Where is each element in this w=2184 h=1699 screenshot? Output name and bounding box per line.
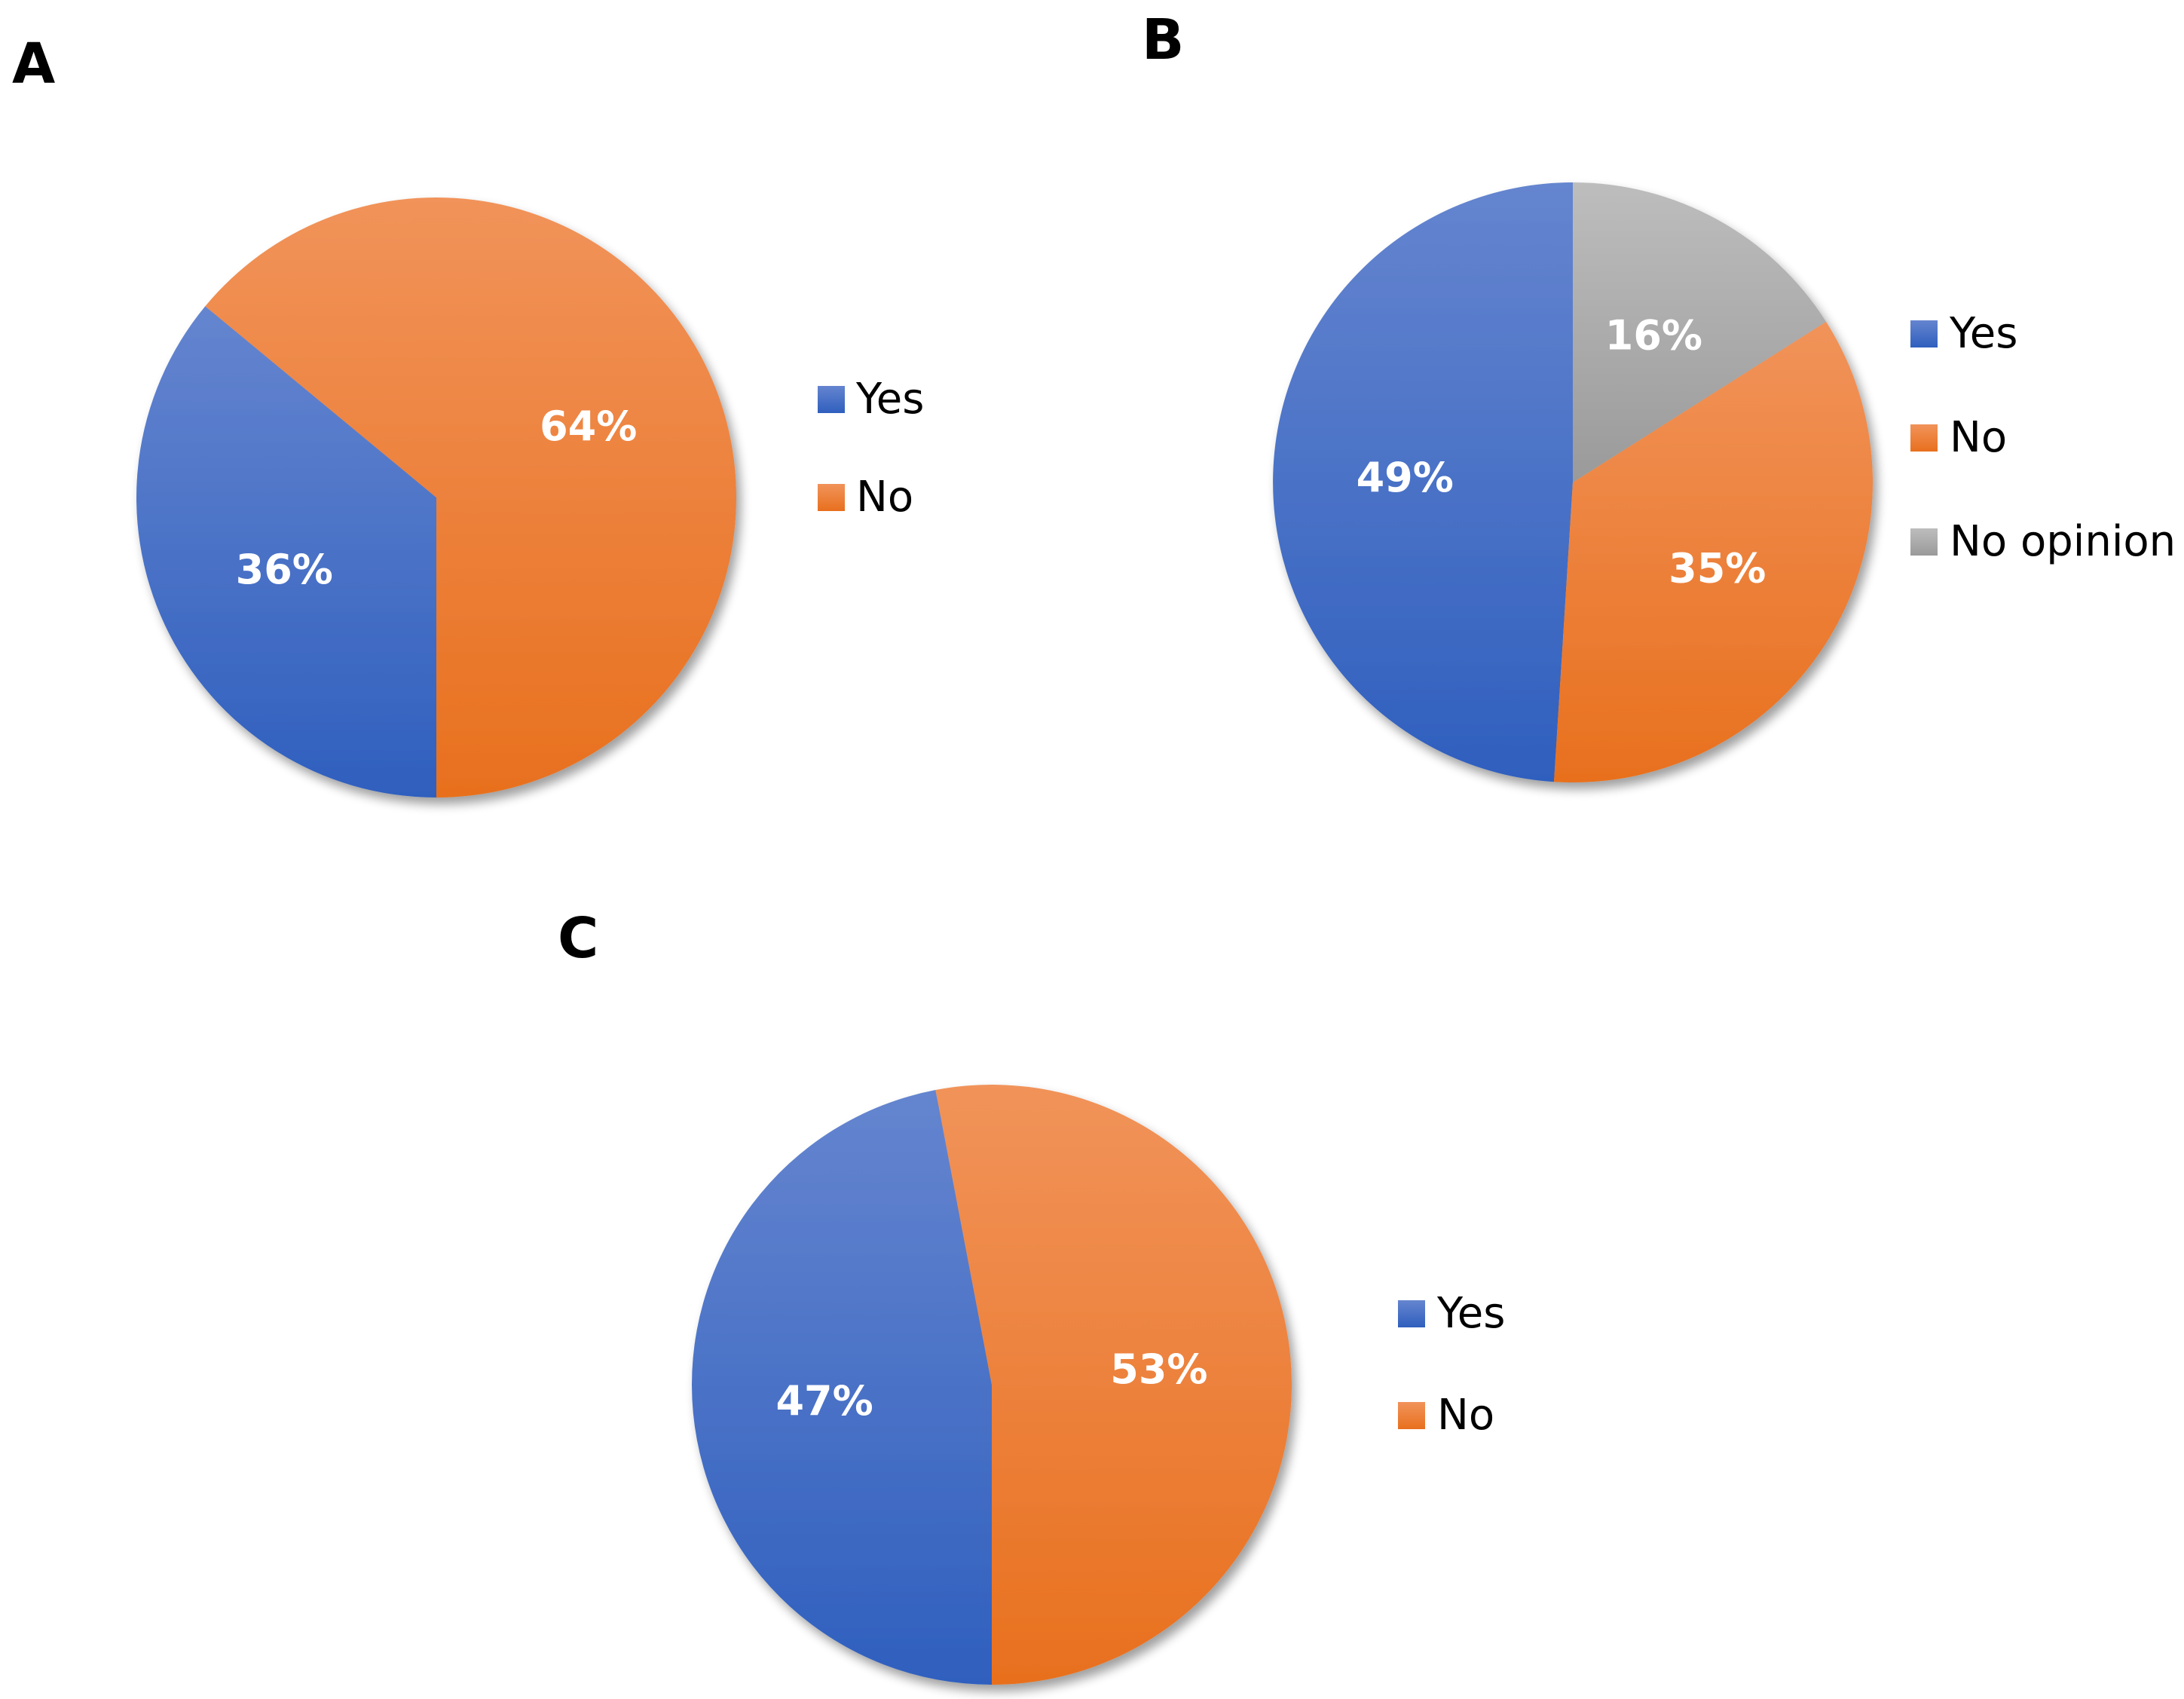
pie-a — [136, 197, 737, 797]
legend-b-label-no: No — [1950, 413, 2007, 462]
pie-b-label-no-opinion: 16% — [1605, 312, 1702, 360]
legend-b: Yes No No opinion — [1910, 309, 2176, 566]
pie-b-slice-yes — [1273, 182, 1573, 782]
pie-a-slice-yes — [136, 306, 436, 797]
pie-c-label-yes: 47% — [775, 1377, 873, 1425]
legend-c-label-yes: Yes — [1436, 1289, 1505, 1338]
legend-a: Yes No — [818, 375, 924, 522]
panel-label-a: A — [12, 32, 55, 96]
legend-a-label-yes: Yes — [855, 375, 924, 424]
panel-label-c: C — [558, 906, 598, 971]
pie-b-label-no: 35% — [1669, 545, 1766, 592]
pie-a-label-no: 64% — [540, 403, 637, 450]
pie-c-label-no: 53% — [1110, 1345, 1207, 1393]
legend-c-label-no: No — [1437, 1391, 1494, 1440]
pie-b-labels: 49% 35% 16% — [1357, 312, 1766, 592]
chart-b: B 49% 35% 16% Yes No No opinion — [1142, 8, 2176, 782]
pie-c — [691, 1084, 1292, 1685]
panel-label-b: B — [1142, 8, 1184, 72]
legend-b-label-no-opinion: No opinion — [1950, 517, 2176, 566]
pie-b — [1273, 182, 1873, 782]
legend-b-swatch-no-opinion — [1910, 528, 1938, 556]
pie-b-slice-no-opinion — [1573, 182, 1827, 482]
legend-b-swatch-yes — [1910, 320, 1938, 347]
legend-c-swatch-no — [1398, 1402, 1425, 1429]
chart-c: C 47% 53% Yes No — [558, 906, 1505, 1685]
chart-a: A 36% 64% Yes No — [12, 32, 924, 797]
pie-c-labels: 47% 53% — [775, 1345, 1207, 1425]
pie-a-slice-no — [205, 197, 737, 797]
legend-b-swatch-no — [1910, 424, 1938, 452]
legend-a-swatch-no — [818, 484, 845, 511]
pie-c-slice-no — [935, 1084, 1292, 1685]
pie-a-label-yes: 36% — [236, 546, 333, 593]
legend-a-label-no: No — [856, 473, 913, 522]
pie-b-slice-no — [1554, 321, 1873, 782]
legend-a-swatch-yes — [818, 386, 845, 413]
pie-b-label-yes: 49% — [1357, 454, 1454, 501]
pie-a-labels: 36% 64% — [236, 403, 638, 593]
legend-c: Yes No — [1398, 1289, 1505, 1440]
legend-b-label-yes: Yes — [1949, 309, 2017, 358]
legend-c-swatch-yes — [1398, 1300, 1425, 1327]
pie-c-slice-yes — [691, 1090, 992, 1685]
